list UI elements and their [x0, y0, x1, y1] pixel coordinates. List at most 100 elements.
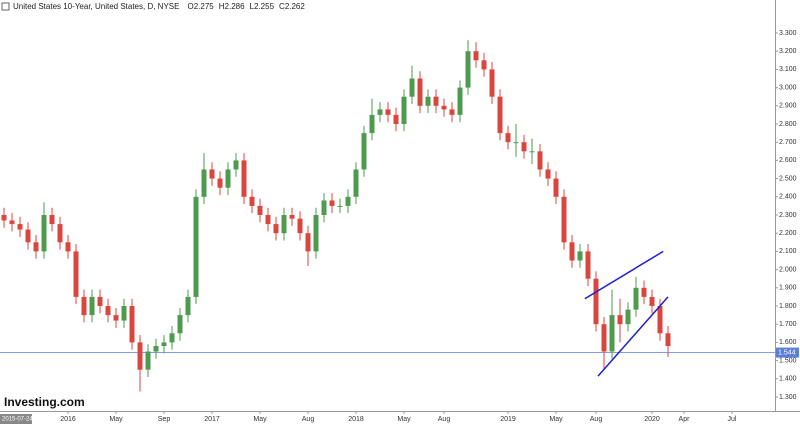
- x-tick-label: 2017: [204, 416, 220, 423]
- candle-body: [393, 114, 399, 124]
- ohlc-label: O: [187, 2, 193, 11]
- candle-body: [265, 215, 271, 225]
- y-tick-label: 2.400: [779, 194, 797, 201]
- x-tick-label: 2020: [644, 416, 660, 423]
- candle-body: [161, 342, 167, 347]
- x-tick-label: Apr: [679, 416, 691, 423]
- candle-body: [201, 169, 207, 197]
- candle-body: [65, 242, 71, 252]
- y-tick-label: 2.700: [779, 139, 797, 146]
- x-tick-label: May: [397, 416, 411, 423]
- candle-body: [193, 196, 199, 297]
- candle-body: [433, 96, 439, 106]
- candle-body: [441, 105, 447, 110]
- candle-body: [25, 229, 31, 243]
- y-tick-label: 2.900: [779, 103, 797, 110]
- candle-body: [217, 178, 223, 188]
- candle-body: [513, 142, 519, 144]
- y-tick-label: 3.300: [779, 30, 797, 37]
- candle-body: [121, 306, 127, 321]
- candle-body: [657, 306, 663, 334]
- candle-body: [89, 296, 95, 316]
- price-tag: [776, 347, 799, 358]
- candle-body: [257, 205, 263, 215]
- x-tick-label: Sep: [158, 416, 171, 423]
- x-tick-label: Aug: [438, 416, 451, 423]
- candle-body: [185, 296, 191, 316]
- x-tick-label: May: [549, 416, 563, 423]
- candle-body: [665, 333, 671, 347]
- candle-body: [337, 205, 343, 207]
- candle-body: [305, 233, 311, 252]
- candle-body: [361, 133, 367, 170]
- ohlc-label: C: [279, 2, 285, 11]
- y-tick-label: 1.700: [779, 321, 797, 328]
- legend-ohlc: O 2.275 H 2.286 L 2.255 C 2.262: [187, 2, 305, 11]
- candle-body: [321, 200, 327, 215]
- candle-body: [313, 215, 319, 252]
- candle-body: [505, 133, 511, 143]
- x-tick-label: May: [253, 416, 267, 423]
- candle-body: [601, 324, 607, 352]
- candle-body: [473, 51, 479, 61]
- candle-body: [113, 315, 119, 321]
- candle-body: [625, 309, 631, 325]
- candle-body: [561, 196, 567, 243]
- candle-body: [353, 169, 359, 197]
- y-tick-label: 1.500: [779, 357, 797, 364]
- candle-body: [425, 96, 431, 106]
- cursor-date-box: [0, 414, 32, 424]
- candle-body: [105, 306, 111, 316]
- y-tick-label: 1.800: [779, 303, 797, 310]
- ohlc-label: L: [250, 2, 255, 11]
- collapse-icon[interactable]: [1, 2, 10, 11]
- candle-body: [249, 196, 255, 206]
- watermark: Investing.com: [4, 395, 85, 409]
- candle-body: [609, 315, 615, 352]
- candle-body: [73, 251, 79, 297]
- candle-body: [153, 346, 159, 352]
- candle-body: [417, 78, 423, 106]
- cursor-date: 2015-07-24: [2, 417, 33, 423]
- candle-body: [241, 160, 247, 197]
- y-tick-label: 1.300: [779, 394, 797, 401]
- candle-body: [177, 315, 183, 334]
- candle-body: [297, 218, 303, 234]
- x-tick-label: Aug: [590, 416, 603, 423]
- candle-body: [529, 151, 535, 153]
- candle-body: [585, 251, 591, 279]
- candle-body: [81, 296, 87, 316]
- y-tick-label: 2.000: [779, 266, 797, 273]
- x-tick-label: Aug: [302, 416, 315, 423]
- y-tick-label: 2.100: [779, 248, 797, 255]
- y-tick-label: 3.100: [779, 66, 797, 73]
- legend-title: United States 10-Year, United States, D,…: [13, 2, 179, 11]
- candle-body: [401, 96, 407, 124]
- candle-body: [457, 87, 463, 115]
- x-tick-label: 2016: [60, 416, 76, 423]
- y-tick-label: 3.000: [779, 84, 797, 91]
- candle-body: [9, 220, 15, 225]
- ohlc-value: 2.286: [225, 2, 246, 11]
- candle-body: [569, 242, 575, 261]
- candle-body: [497, 96, 503, 134]
- candle-body: [97, 296, 103, 306]
- candle-body: [489, 69, 495, 97]
- candle-body: [377, 109, 383, 115]
- candle-body: [209, 169, 215, 179]
- candle-body: [41, 215, 47, 252]
- y-tick-label: 1.400: [779, 376, 797, 383]
- y-tick-label: 2.800: [779, 121, 797, 128]
- candle-body: [537, 151, 543, 170]
- ohlc-label: H: [219, 2, 225, 11]
- candle-body: [233, 160, 239, 170]
- y-tick-label: 2.200: [779, 230, 797, 237]
- candle-body: [481, 60, 487, 70]
- candle-body: [57, 224, 63, 243]
- candle-body: [273, 224, 279, 234]
- y-tick-label: 1.900: [779, 285, 797, 292]
- y-tick-label: 2.600: [779, 157, 797, 164]
- candle-body: [521, 142, 527, 152]
